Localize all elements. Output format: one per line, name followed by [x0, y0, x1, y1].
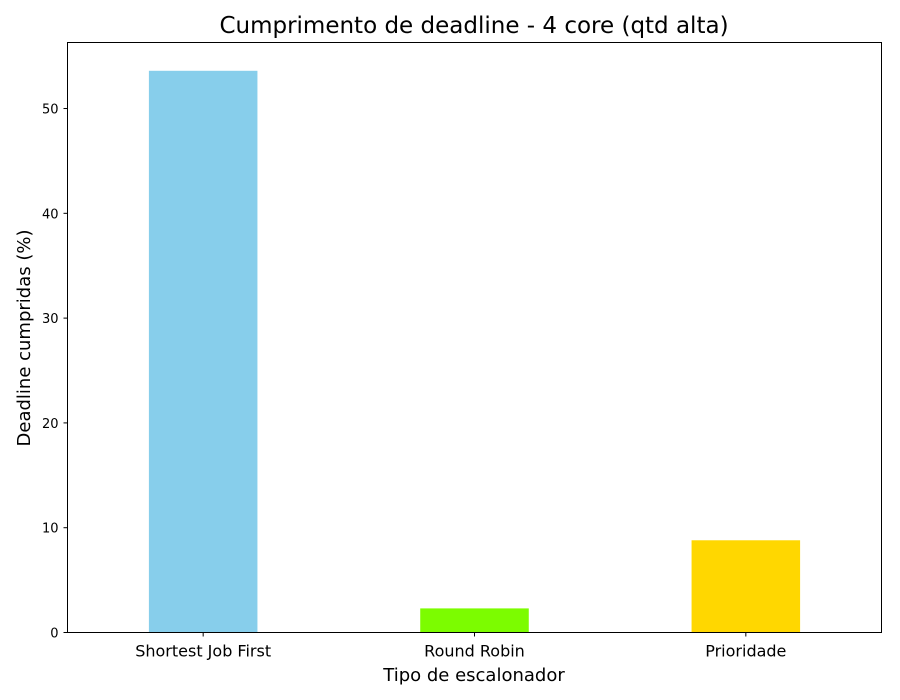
x-axis-ticks: Shortest Job First Round Robin Prioridade [135, 632, 786, 661]
y-tick-label: 50 [42, 103, 59, 118]
y-tick-label: 30 [42, 312, 59, 327]
bar-prioridade [691, 540, 801, 633]
y-axis-ticks: 0 10 20 30 40 50 [42, 103, 68, 642]
y-tick-label: 40 [42, 207, 59, 222]
y-tick-label: 0 [50, 627, 58, 642]
bars-group [148, 70, 801, 633]
y-tick-label: 10 [42, 522, 59, 537]
chart-title: Cumprimento de deadline - 4 core (qtd al… [219, 13, 728, 39]
x-axis-label: Tipo de escalonador [382, 665, 565, 686]
bar-round-robin [420, 608, 529, 633]
x-tick-label: Shortest Job First [135, 642, 271, 661]
plot-area-frame [67, 42, 882, 633]
x-tick-label: Round Robin [424, 642, 525, 661]
x-tick-label: Prioridade [705, 642, 786, 661]
y-axis-label: Deadline cumpridas (%) [14, 230, 35, 447]
y-tick-label: 20 [42, 417, 59, 432]
bar-shortest-job-first [148, 70, 258, 633]
